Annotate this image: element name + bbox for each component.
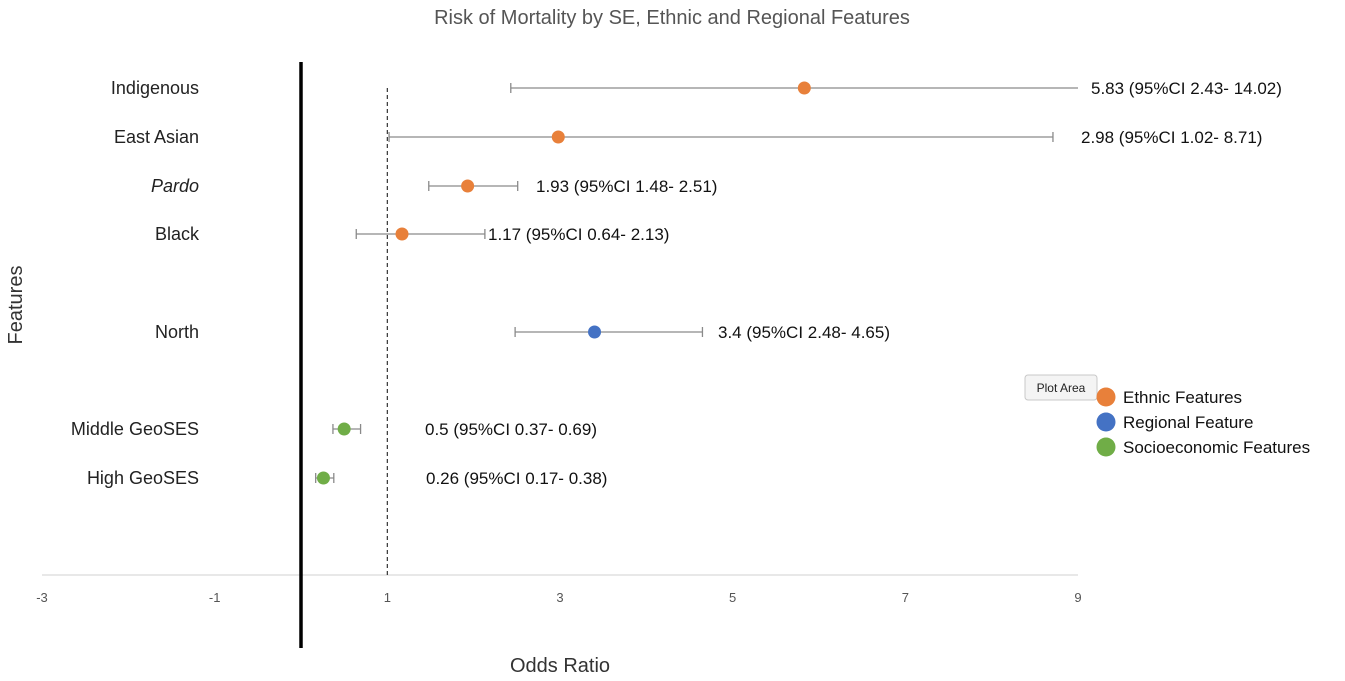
legend-label: Socioeconomic Features [1123,438,1310,457]
legend-item[interactable]: Ethnic Features [1096,387,1243,408]
x-tick-label: 7 [902,590,909,605]
legend-marker [1096,412,1116,432]
odds-ratio-point [797,81,811,95]
odds-ratio-point [337,422,351,436]
x-tick-label: -1 [209,590,221,605]
legend-label: Regional Feature [1123,413,1253,432]
legend-marker [1096,437,1116,457]
x-tick-label: 5 [729,590,736,605]
odds-ratio-value-label: 1.93 (95%CI 1.48- 2.51) [536,177,717,196]
svg-text:Plot Area: Plot Area [1037,381,1086,395]
odds-ratio-point [551,130,565,144]
category-label: Pardo [151,176,199,196]
forest-row: Indigenous 5.83 (95%CI 2.43- 14.02) [111,78,1282,98]
plot-area-tooltip: Plot Area [1024,374,1098,401]
odds-ratio-value-label: 0.5 (95%CI 0.37- 0.69) [425,420,597,439]
category-label: Middle GeoSES [71,419,199,439]
forest-plot-rows: Indigenous 5.83 (95%CI 2.43- 14.02) East A… [71,78,1282,488]
odds-ratio-point [395,227,409,241]
legend-marker [1096,387,1116,407]
odds-ratio-point [316,471,330,485]
forest-row: North 3.4 (95%CI 2.48- 4.65) [155,322,890,342]
x-tick-label: 9 [1074,590,1081,605]
x-axis-title: Odds Ratio [510,655,610,677]
odds-ratio-point [588,325,602,339]
legend-label: Ethnic Features [1123,388,1242,407]
x-tick-label: -3 [36,590,48,605]
odds-ratio-value-label: 1.17 (95%CI 0.64- 2.13) [488,225,669,244]
odds-ratio-value-label: 5.83 (95%CI 2.43- 14.02) [1091,79,1282,98]
odds-ratio-value-label: 3.4 (95%CI 2.48- 4.65) [718,323,890,342]
x-axis-ticks: -3 -1 1 3 5 7 9 [36,590,1081,605]
odds-ratio-value-label: 2.98 (95%CI 1.02- 8.71) [1081,128,1262,147]
x-tick-label: 3 [556,590,563,605]
category-label: Indigenous [111,78,199,98]
y-axis-title: Features [5,266,27,345]
category-label: High GeoSES [87,468,199,488]
forest-row: Black 1.17 (95%CI 0.64- 2.13) [155,224,669,244]
chart-title: Risk of Mortality by SE, Ethnic and Regi… [434,7,910,29]
category-label: North [155,322,199,342]
legend-item[interactable]: Regional Feature [1096,412,1254,433]
odds-ratio-value-label: 0.26 (95%CI 0.17- 0.38) [426,469,607,488]
forest-row: East Asian 2.98 (95%CI 1.02- 8.71) [114,127,1263,147]
forest-row: Pardo 1.93 (95%CI 1.48- 2.51) [151,176,718,196]
forest-row: Middle GeoSES 0.5 (95%CI 0.37- 0.69) [71,419,597,439]
x-tick-label: 1 [384,590,391,605]
forest-row: High GeoSES 0.26 (95%CI 0.17- 0.38) [87,468,608,488]
category-label: Black [155,224,200,244]
odds-ratio-point [461,179,475,193]
category-label: East Asian [114,127,199,147]
chart-legend[interactable]: Ethnic Features Regional Feature Socioecon… [1096,387,1311,458]
legend-item[interactable]: Socioeconomic Features [1096,437,1311,458]
